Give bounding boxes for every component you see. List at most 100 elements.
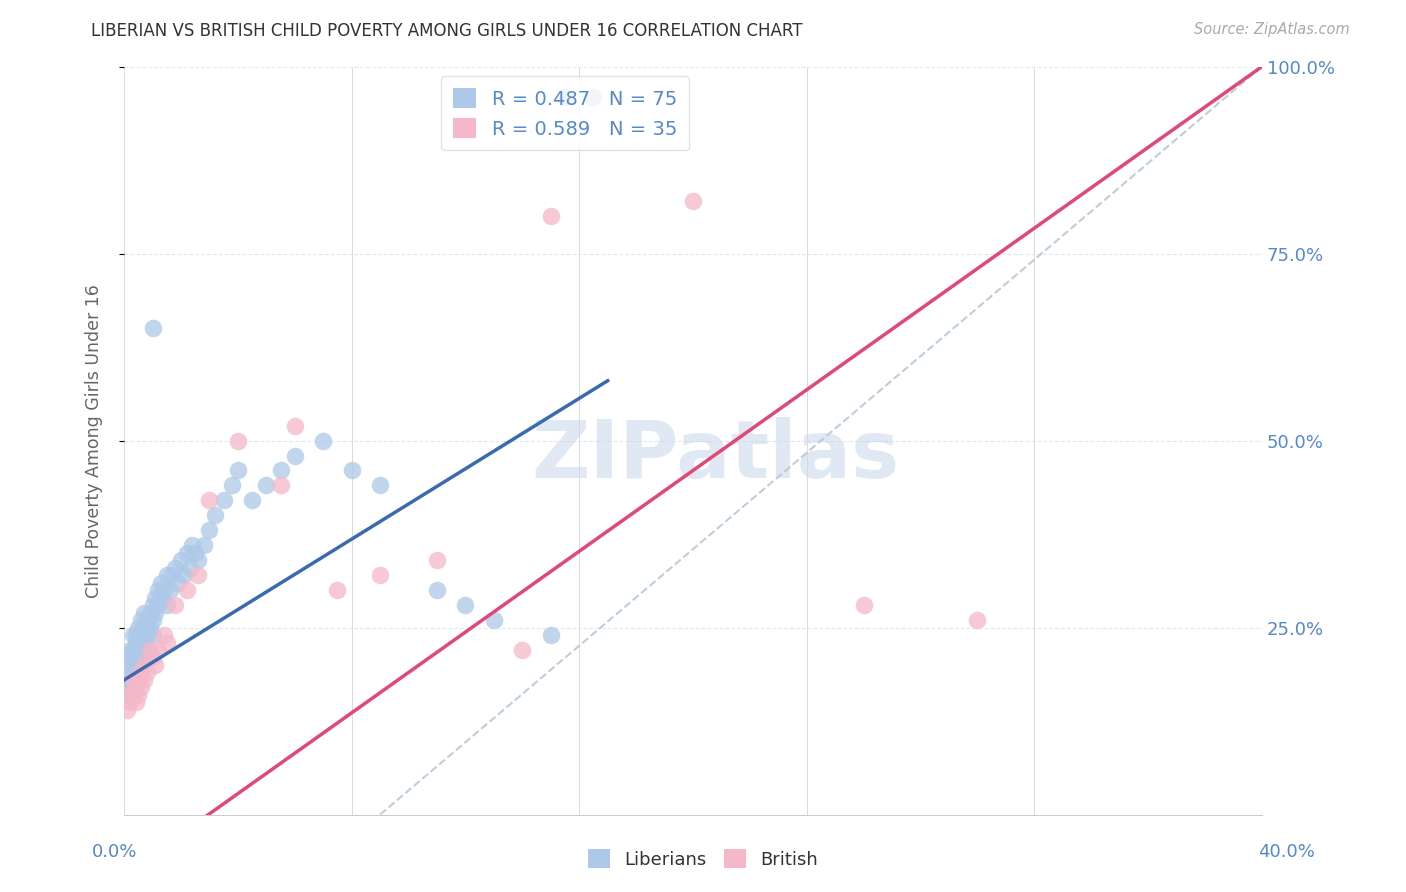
Point [682, 194, 704, 209]
Point [129, 657, 152, 672]
Point [254, 478, 277, 492]
Point [582, 89, 605, 103]
Point [124, 681, 146, 695]
Point [121, 657, 143, 672]
Point [156, 598, 179, 612]
Point [153, 628, 176, 642]
Point [145, 606, 167, 620]
Point [135, 613, 157, 627]
Point [240, 493, 263, 508]
Point [138, 643, 160, 657]
Point [129, 613, 152, 627]
Point [121, 665, 143, 680]
Text: LIBERIAN VS BRITISH CHILD POVERTY AMONG GIRLS UNDER 16 CORRELATION CHART: LIBERIAN VS BRITISH CHILD POVERTY AMONG … [91, 22, 803, 40]
Point [167, 575, 190, 590]
Point [142, 628, 165, 642]
Point [284, 418, 307, 433]
Point [540, 209, 562, 223]
Point [129, 643, 152, 657]
Point [121, 673, 143, 687]
Point [221, 478, 243, 492]
Y-axis label: Child Poverty Among Girls Under 16: Child Poverty Among Girls Under 16 [86, 284, 103, 598]
Point [540, 628, 562, 642]
Point [121, 688, 143, 702]
Point [118, 695, 141, 709]
Point [145, 591, 167, 605]
Point [124, 643, 146, 657]
Point [179, 560, 201, 574]
Point [142, 598, 165, 612]
Point [138, 621, 160, 635]
Point [118, 657, 141, 672]
Point [198, 493, 221, 508]
Point [181, 538, 204, 552]
Point [129, 665, 152, 680]
Point [368, 568, 391, 582]
Point [270, 478, 292, 492]
Point [124, 628, 146, 642]
Point [138, 606, 160, 620]
Point [129, 628, 152, 642]
Point [127, 635, 149, 649]
Point [204, 508, 226, 523]
Point [170, 553, 193, 567]
Point [135, 628, 157, 642]
Point [115, 681, 138, 695]
Point [118, 688, 141, 702]
Legend: Liberians, British: Liberians, British [581, 842, 825, 876]
Point [326, 583, 349, 598]
Point [135, 643, 157, 657]
Point [127, 621, 149, 635]
Point [554, 89, 576, 103]
Text: ZIPatlas: ZIPatlas [531, 417, 900, 494]
Point [165, 598, 187, 612]
Point [426, 553, 449, 567]
Point [340, 463, 363, 477]
Point [165, 560, 187, 574]
Point [115, 703, 138, 717]
Point [187, 553, 209, 567]
Point [132, 606, 155, 620]
Point [852, 598, 875, 612]
Point [426, 583, 449, 598]
Point [142, 650, 165, 665]
Text: Source: ZipAtlas.com: Source: ZipAtlas.com [1194, 22, 1350, 37]
Point [148, 598, 170, 612]
Point [173, 568, 195, 582]
Point [156, 635, 179, 649]
Point [512, 643, 534, 657]
Point [129, 681, 152, 695]
Point [226, 463, 249, 477]
Point [312, 434, 335, 448]
Point [118, 643, 141, 657]
Point [193, 538, 215, 552]
Point [270, 463, 292, 477]
Point [132, 673, 155, 687]
Point [145, 657, 167, 672]
Point [124, 695, 146, 709]
Point [150, 591, 173, 605]
Text: 0.0%: 0.0% [91, 843, 136, 861]
Point [135, 665, 157, 680]
Point [176, 546, 198, 560]
Point [127, 688, 149, 702]
Point [127, 673, 149, 687]
Point [226, 434, 249, 448]
Point [132, 635, 155, 649]
Point [142, 613, 165, 627]
Point [153, 583, 176, 598]
Point [132, 621, 155, 635]
Point [142, 321, 165, 335]
Point [156, 568, 179, 582]
Point [284, 449, 307, 463]
Point [121, 643, 143, 657]
Point [121, 628, 143, 642]
Point [150, 575, 173, 590]
Point [159, 583, 181, 598]
Point [198, 524, 221, 538]
Point [454, 598, 477, 612]
Point [124, 657, 146, 672]
Point [176, 583, 198, 598]
Point [127, 650, 149, 665]
Point [132, 657, 155, 672]
